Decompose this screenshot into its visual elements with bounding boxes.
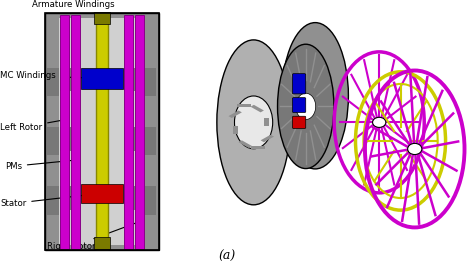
Bar <box>94 12 110 24</box>
Bar <box>145 68 156 96</box>
Ellipse shape <box>282 23 348 169</box>
Ellipse shape <box>296 93 316 120</box>
Text: (a): (a) <box>219 250 236 263</box>
Bar <box>59 18 145 245</box>
Bar <box>81 184 123 203</box>
Bar <box>251 146 265 149</box>
Bar <box>96 15 108 249</box>
Bar <box>228 110 242 118</box>
Text: MC Windings: MC Windings <box>0 71 99 80</box>
Ellipse shape <box>408 143 422 155</box>
Ellipse shape <box>373 117 386 127</box>
Bar <box>233 126 238 134</box>
Text: PMs: PMs <box>5 160 73 171</box>
Ellipse shape <box>235 96 273 149</box>
Text: Right Rotor: Right Rotor <box>47 223 137 251</box>
Bar <box>124 186 144 210</box>
Bar <box>124 68 144 92</box>
Bar <box>47 127 59 155</box>
Ellipse shape <box>278 44 334 169</box>
Bar <box>60 15 69 249</box>
Text: Armature Windings: Armature Windings <box>32 0 115 14</box>
FancyBboxPatch shape <box>292 74 306 94</box>
Bar <box>124 15 133 249</box>
Bar <box>45 13 159 250</box>
Bar <box>47 68 59 96</box>
Bar <box>145 127 156 155</box>
Bar <box>238 140 252 148</box>
FancyBboxPatch shape <box>292 116 306 128</box>
Bar <box>81 68 123 89</box>
Bar <box>264 118 269 126</box>
Bar <box>94 237 110 249</box>
Bar <box>261 135 274 142</box>
Ellipse shape <box>217 40 290 205</box>
Bar <box>251 105 264 112</box>
FancyBboxPatch shape <box>292 98 306 113</box>
Bar <box>237 104 251 107</box>
Bar <box>135 15 144 249</box>
Bar <box>124 127 144 151</box>
Bar <box>45 13 159 250</box>
Bar <box>71 15 80 249</box>
Text: Left Rotor: Left Rotor <box>0 120 62 132</box>
Bar <box>145 186 156 214</box>
Bar <box>47 186 59 214</box>
Bar <box>60 127 80 151</box>
Bar <box>60 186 80 210</box>
Text: Stator: Stator <box>0 194 99 208</box>
Bar <box>60 68 80 92</box>
